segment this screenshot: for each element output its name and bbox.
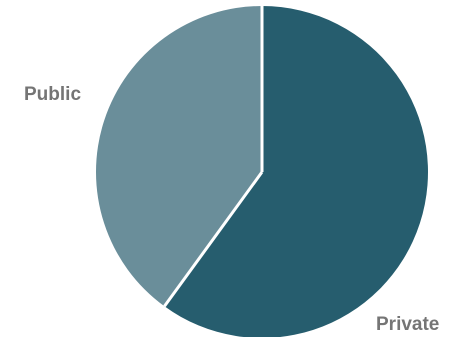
pie-slice-public xyxy=(96,6,262,307)
pie-slices xyxy=(96,6,428,337)
pie-slice-private xyxy=(164,6,428,337)
slice-label-public: Public xyxy=(24,84,81,105)
slice-label-private: Private xyxy=(376,314,439,335)
slice-separator xyxy=(163,171,264,308)
